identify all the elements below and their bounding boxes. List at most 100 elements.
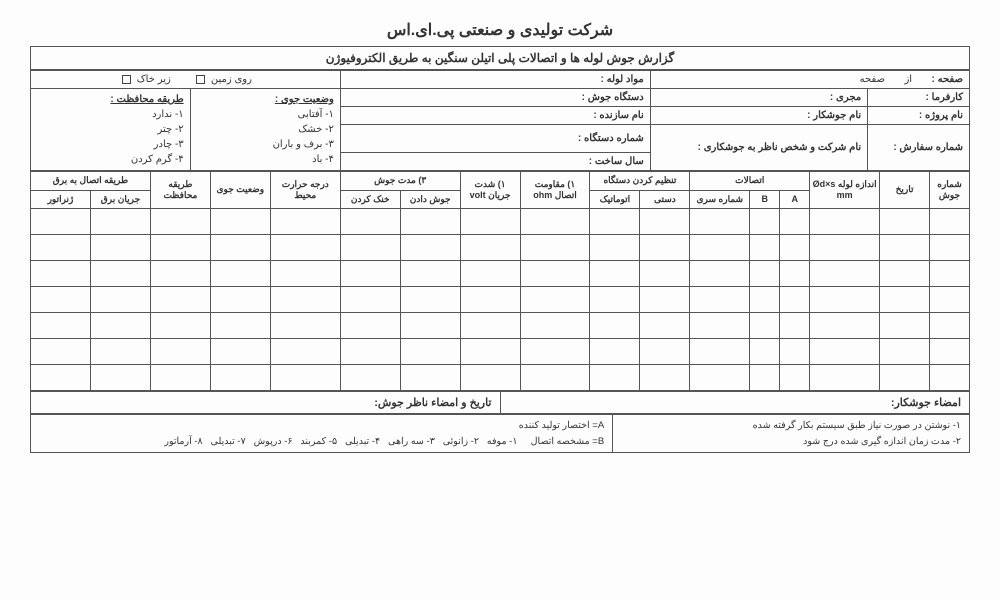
table-cell[interactable]: [270, 235, 340, 261]
table-cell[interactable]: [750, 313, 780, 339]
table-cell[interactable]: [150, 209, 210, 235]
table-cell[interactable]: [520, 287, 590, 313]
table-cell[interactable]: [520, 209, 590, 235]
table-cell[interactable]: [270, 287, 340, 313]
table-cell[interactable]: [400, 287, 460, 313]
table-cell[interactable]: [400, 339, 460, 365]
table-cell[interactable]: [590, 339, 640, 365]
table-cell[interactable]: [780, 261, 810, 287]
table-cell[interactable]: [91, 339, 151, 365]
table-cell[interactable]: [340, 313, 400, 339]
table-cell[interactable]: [520, 339, 590, 365]
table-cell[interactable]: [460, 261, 520, 287]
table-cell[interactable]: [690, 365, 750, 391]
table-cell[interactable]: [780, 365, 810, 391]
table-cell[interactable]: [520, 313, 590, 339]
table-cell[interactable]: [880, 261, 930, 287]
table-cell[interactable]: [690, 261, 750, 287]
table-cell[interactable]: [460, 287, 520, 313]
table-cell[interactable]: [210, 287, 270, 313]
table-cell[interactable]: [750, 365, 780, 391]
table-cell[interactable]: [520, 261, 590, 287]
table-cell[interactable]: [590, 287, 640, 313]
table-cell[interactable]: [930, 261, 970, 287]
table-cell[interactable]: [930, 235, 970, 261]
table-cell[interactable]: [31, 339, 91, 365]
table-cell[interactable]: [91, 235, 151, 261]
table-cell[interactable]: [690, 235, 750, 261]
table-cell[interactable]: [690, 313, 750, 339]
table-cell[interactable]: [690, 339, 750, 365]
table-cell[interactable]: [91, 365, 151, 391]
table-cell[interactable]: [340, 235, 400, 261]
table-cell[interactable]: [340, 209, 400, 235]
table-cell[interactable]: [880, 313, 930, 339]
table-cell[interactable]: [460, 365, 520, 391]
table-cell[interactable]: [930, 365, 970, 391]
on-ground-checkbox[interactable]: [196, 75, 205, 84]
table-cell[interactable]: [270, 313, 340, 339]
table-cell[interactable]: [930, 287, 970, 313]
table-cell[interactable]: [91, 209, 151, 235]
table-cell[interactable]: [780, 313, 810, 339]
table-cell[interactable]: [91, 313, 151, 339]
table-cell[interactable]: [91, 287, 151, 313]
table-cell[interactable]: [690, 209, 750, 235]
table-cell[interactable]: [780, 287, 810, 313]
table-cell[interactable]: [270, 365, 340, 391]
table-cell[interactable]: [690, 287, 750, 313]
table-cell[interactable]: [460, 339, 520, 365]
table-cell[interactable]: [520, 235, 590, 261]
table-cell[interactable]: [780, 339, 810, 365]
table-cell[interactable]: [270, 261, 340, 287]
table-cell[interactable]: [590, 313, 640, 339]
table-cell[interactable]: [210, 313, 270, 339]
table-cell[interactable]: [150, 313, 210, 339]
table-cell[interactable]: [880, 365, 930, 391]
table-cell[interactable]: [750, 261, 780, 287]
table-cell[interactable]: [210, 339, 270, 365]
table-cell[interactable]: [810, 365, 880, 391]
table-cell[interactable]: [780, 235, 810, 261]
table-cell[interactable]: [930, 313, 970, 339]
table-cell[interactable]: [210, 235, 270, 261]
table-cell[interactable]: [91, 261, 151, 287]
table-cell[interactable]: [750, 339, 780, 365]
table-cell[interactable]: [150, 365, 210, 391]
table-cell[interactable]: [460, 235, 520, 261]
table-cell[interactable]: [270, 339, 340, 365]
table-cell[interactable]: [150, 287, 210, 313]
table-cell[interactable]: [810, 209, 880, 235]
table-cell[interactable]: [810, 313, 880, 339]
table-cell[interactable]: [810, 235, 880, 261]
table-cell[interactable]: [400, 261, 460, 287]
table-cell[interactable]: [640, 339, 690, 365]
table-cell[interactable]: [31, 209, 91, 235]
table-cell[interactable]: [590, 261, 640, 287]
table-cell[interactable]: [150, 235, 210, 261]
table-cell[interactable]: [400, 235, 460, 261]
table-cell[interactable]: [750, 287, 780, 313]
table-cell[interactable]: [880, 209, 930, 235]
under-soil-checkbox[interactable]: [122, 75, 131, 84]
table-cell[interactable]: [340, 365, 400, 391]
table-cell[interactable]: [460, 313, 520, 339]
table-cell[interactable]: [780, 209, 810, 235]
table-cell[interactable]: [400, 365, 460, 391]
table-cell[interactable]: [210, 365, 270, 391]
table-cell[interactable]: [590, 209, 640, 235]
table-cell[interactable]: [31, 235, 91, 261]
table-cell[interactable]: [340, 261, 400, 287]
table-cell[interactable]: [930, 339, 970, 365]
table-cell[interactable]: [340, 339, 400, 365]
table-cell[interactable]: [400, 313, 460, 339]
table-cell[interactable]: [150, 339, 210, 365]
table-cell[interactable]: [520, 365, 590, 391]
table-cell[interactable]: [880, 287, 930, 313]
table-cell[interactable]: [31, 287, 91, 313]
table-cell[interactable]: [460, 209, 520, 235]
table-cell[interactable]: [210, 209, 270, 235]
table-cell[interactable]: [270, 209, 340, 235]
table-cell[interactable]: [400, 209, 460, 235]
table-cell[interactable]: [750, 209, 780, 235]
